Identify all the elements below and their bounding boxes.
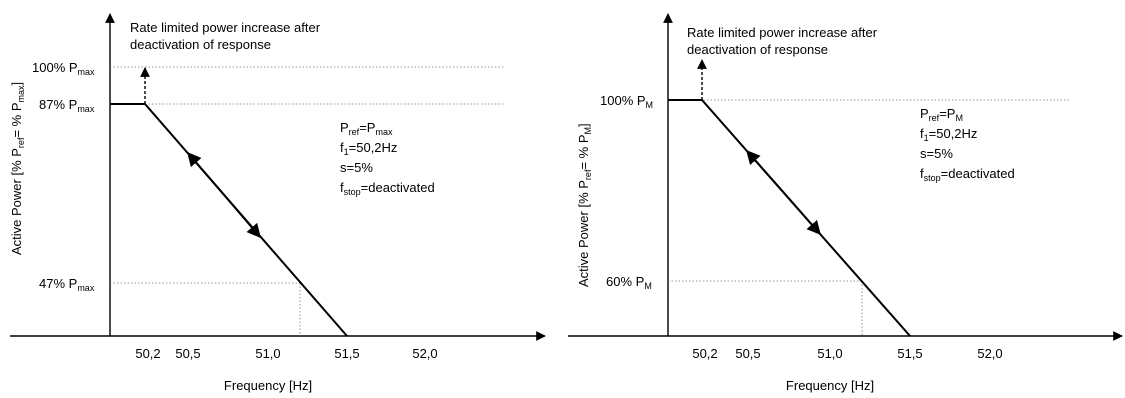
left-param-pref: Pref=Pmax (340, 120, 393, 137)
right-diagram: Rate limited power increase after deacti… (568, 13, 1123, 393)
left-xtick-50-2: 50,2 (135, 346, 160, 361)
right-response-curve (668, 99, 911, 337)
left-diagram: Rate limited power increase after deacti… (9, 13, 546, 393)
right-param-pref: Pref=PM (920, 106, 963, 123)
right-xtick-51-5: 51,5 (897, 346, 922, 361)
left-arrow-up (187, 151, 226, 197)
right-annotation-line1: Rate limited power increase after (687, 25, 878, 40)
left-param-fstop: fstop=deactivated (340, 180, 435, 197)
right-arrow-down (784, 193, 821, 236)
left-arrow-down (224, 195, 261, 239)
right-y-axis-title: Active Power [% Pref= % PM] (576, 123, 593, 287)
right-xtick-50-2: 50,2 (692, 346, 717, 361)
right-xtick-50-5: 50,5 (735, 346, 760, 361)
left-param-s: s=5% (340, 160, 373, 175)
right-xtick-52-0: 52,0 (977, 346, 1002, 361)
right-x-axis-title: Frequency [Hz] (786, 378, 874, 393)
left-x-axis-title: Frequency [Hz] (224, 378, 312, 393)
right-ytick-100: 100% PM (600, 93, 653, 110)
left-response-curve (110, 103, 348, 337)
left-xtick-50-5: 50,5 (175, 346, 200, 361)
left-xtick-52-0: 52,0 (412, 346, 437, 361)
right-annotation-line2: deactivation of response (687, 42, 828, 57)
left-xtick-51-5: 51,5 (334, 346, 359, 361)
left-annotation-line2: deactivation of response (130, 37, 271, 52)
left-y-axis-title: Active Power [% Pref= % Pmax] (9, 82, 26, 255)
left-annotation-line1: Rate limited power increase after (130, 20, 321, 35)
right-arrow-up (746, 149, 786, 195)
left-param-f1: f1=50,2Hz (340, 140, 397, 157)
left-xtick-51-0: 51,0 (255, 346, 280, 361)
right-param-fstop: fstop=deactivated (920, 166, 1015, 183)
right-xtick-51-0: 51,0 (817, 346, 842, 361)
right-param-f1: f1=50,2Hz (920, 126, 977, 143)
left-ytick-47: 47% Pmax (39, 276, 95, 293)
right-param-s: s=5% (920, 146, 953, 161)
right-ytick-60: 60% PM (606, 274, 652, 291)
left-ytick-100: 100% Pmax (32, 60, 95, 77)
left-ytick-87: 87% Pmax (39, 97, 95, 114)
